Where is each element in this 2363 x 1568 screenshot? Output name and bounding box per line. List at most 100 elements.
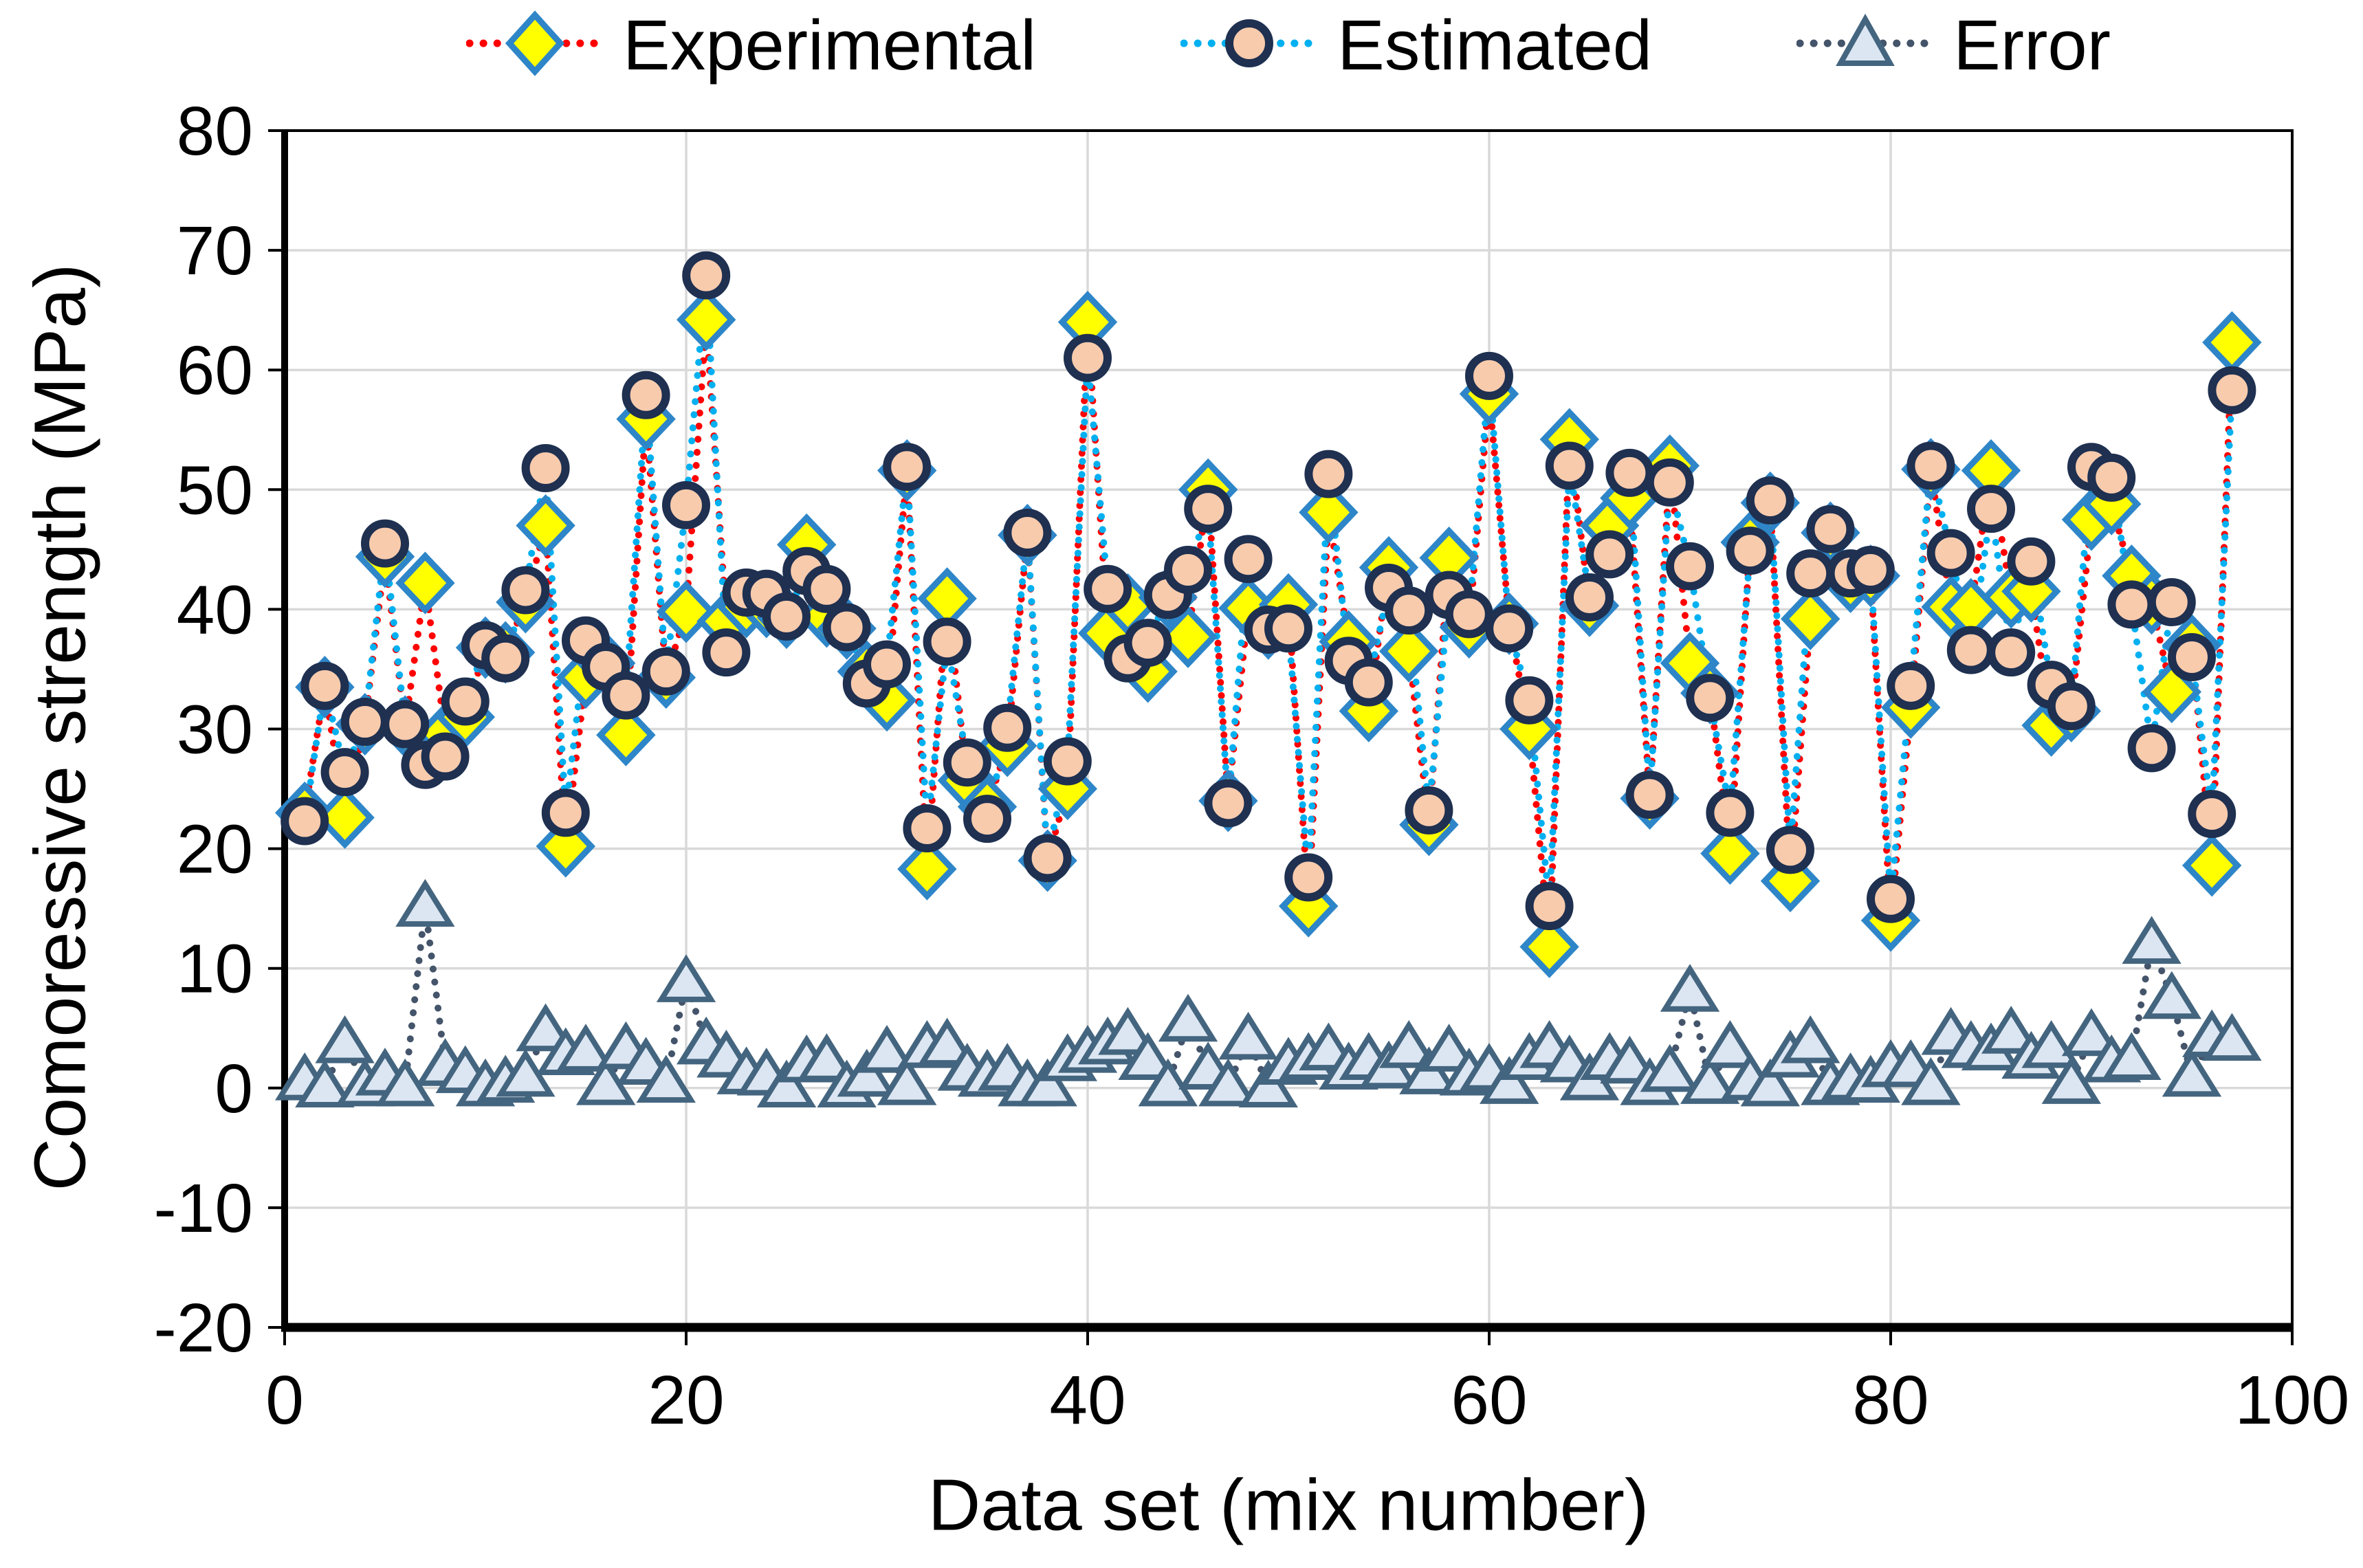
error-triangle-icon bbox=[1796, 5, 1935, 85]
estimated-marker bbox=[1686, 674, 1735, 722]
estimated-marker bbox=[1846, 545, 1895, 594]
error-marker bbox=[516, 1003, 575, 1052]
experimental-marker bbox=[1700, 822, 1760, 885]
estimated-marker bbox=[1987, 628, 2036, 677]
experimental-marker bbox=[315, 786, 375, 849]
error-marker bbox=[857, 1024, 917, 1073]
estimated-marker bbox=[421, 732, 470, 781]
estimated-marker bbox=[361, 519, 409, 568]
y-tick-label: 30 bbox=[177, 692, 253, 769]
estimated-marker bbox=[1906, 441, 1955, 490]
chart-legend: Experimental Estimated Error bbox=[285, 5, 2292, 85]
estimated-marker bbox=[541, 788, 590, 837]
estimated-marker bbox=[1184, 485, 1233, 533]
legend-item-error[interactable]: Error bbox=[1796, 5, 2111, 85]
estimated-marker bbox=[1766, 826, 1814, 874]
error-marker bbox=[2061, 1008, 2122, 1057]
estimated-marker bbox=[762, 592, 811, 641]
estimated-marker bbox=[1304, 450, 1353, 498]
estimated-marker bbox=[1043, 737, 1092, 786]
error-marker bbox=[395, 879, 455, 927]
error-marker bbox=[877, 1057, 937, 1105]
estimated-marker bbox=[822, 603, 871, 652]
estimated-marker bbox=[2047, 682, 2096, 731]
estimated-marker bbox=[1084, 564, 1132, 613]
error-marker bbox=[1901, 1057, 1961, 1105]
estimated-marker bbox=[441, 677, 490, 726]
experimental-diamond-icon bbox=[465, 5, 604, 85]
error-marker bbox=[917, 1017, 977, 1066]
error-marker bbox=[1660, 964, 1720, 1012]
error-marker bbox=[1781, 1015, 1840, 1063]
error-marker bbox=[1158, 993, 1218, 1042]
legend-item-experimental[interactable]: Experimental bbox=[465, 5, 1037, 85]
error-marker bbox=[315, 1015, 375, 1063]
estimated-marker bbox=[1525, 882, 1574, 931]
experimental-marker bbox=[656, 580, 716, 643]
circle-icon bbox=[1225, 19, 1274, 67]
y-tick-label: 60 bbox=[177, 332, 253, 409]
estimated-marker bbox=[501, 566, 550, 615]
estimated-marker bbox=[682, 251, 731, 300]
experimental-marker bbox=[917, 567, 977, 630]
y-tick-label: 0 bbox=[215, 1050, 253, 1127]
estimated-marker bbox=[1666, 542, 1714, 590]
estimated-marker bbox=[622, 371, 670, 419]
error-marker bbox=[1700, 1020, 1760, 1068]
estimated-marker bbox=[662, 481, 710, 529]
estimated-marker bbox=[1264, 604, 1312, 653]
error-marker bbox=[1098, 1006, 1158, 1055]
y-tick-label: -20 bbox=[153, 1290, 253, 1367]
estimated-marker bbox=[1946, 626, 1995, 674]
estimated-marker bbox=[903, 804, 952, 853]
estimated-marker bbox=[1645, 458, 1694, 507]
y-tick-label: -10 bbox=[153, 1170, 253, 1247]
estimated-marker bbox=[1385, 586, 1433, 635]
estimated-marker bbox=[1545, 441, 1594, 490]
estimated-marker bbox=[2147, 577, 2196, 626]
estimated-marker bbox=[863, 640, 911, 689]
estimated-marker bbox=[300, 661, 349, 710]
experimental-marker bbox=[2181, 834, 2242, 897]
legend-item-estimated[interactable]: Estimated bbox=[1180, 5, 1652, 85]
estimated-marker bbox=[1405, 786, 1453, 835]
legend-label-experimental: Experimental bbox=[623, 5, 1037, 85]
error-marker bbox=[1379, 1020, 1439, 1068]
estimated-marker bbox=[381, 700, 430, 749]
estimated-marker bbox=[702, 628, 751, 677]
experimental-marker bbox=[2202, 311, 2262, 374]
error-marker bbox=[2162, 1048, 2222, 1097]
estimated-marker bbox=[1064, 333, 1112, 382]
estimated-marker bbox=[641, 647, 690, 696]
triangle-icon bbox=[1836, 13, 1895, 66]
estimated-marker bbox=[923, 617, 971, 666]
y-tick-label: 80 bbox=[177, 93, 253, 170]
error-marker bbox=[1218, 1011, 1278, 1060]
estimated-marker bbox=[1505, 676, 1554, 725]
estimated-marker bbox=[1585, 530, 1634, 579]
estimated-marker bbox=[1284, 853, 1333, 902]
diamond-icon bbox=[505, 10, 565, 76]
estimated-marker bbox=[1786, 549, 1835, 598]
experimental-marker bbox=[516, 494, 575, 557]
x-tick-label: 60 bbox=[1451, 1362, 1527, 1439]
estimated-marker bbox=[2127, 724, 2176, 773]
error-marker bbox=[1118, 1032, 1178, 1081]
experimental-marker bbox=[1158, 605, 1218, 668]
estimated-marker bbox=[2107, 580, 2156, 629]
experimental-marker bbox=[1780, 587, 1840, 650]
experimental-marker bbox=[395, 551, 455, 615]
estimated-marker bbox=[1746, 476, 1794, 524]
error-marker bbox=[656, 954, 716, 1002]
estimated-marker bbox=[1726, 527, 1774, 575]
error-marker bbox=[295, 1059, 355, 1108]
estimated-marker bbox=[602, 671, 650, 720]
estimated-marker bbox=[1967, 485, 2015, 533]
error-marker bbox=[1018, 1058, 1077, 1107]
estimated-marker bbox=[1123, 619, 1172, 667]
estimated-marker bbox=[1164, 545, 1212, 594]
estimated-marker bbox=[963, 795, 1011, 843]
estimated-marker bbox=[1465, 351, 1513, 400]
error-marker bbox=[2142, 971, 2201, 1019]
legend-label-error: Error bbox=[1953, 5, 2111, 85]
